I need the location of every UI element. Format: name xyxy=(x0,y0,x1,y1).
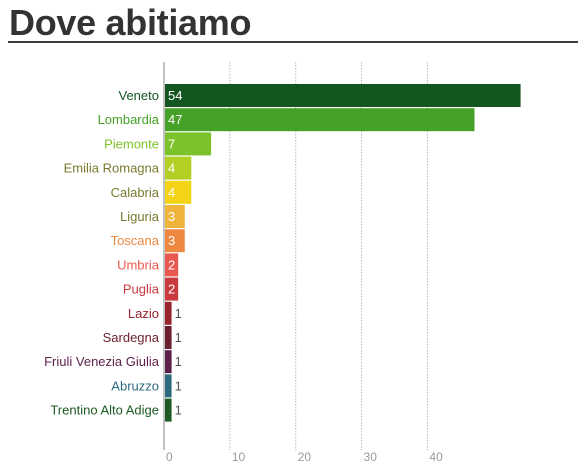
x-tick-label: 40 xyxy=(429,450,443,464)
bar xyxy=(165,374,172,398)
category-label: Liguria xyxy=(120,209,160,224)
value-label: 1 xyxy=(175,330,182,345)
value-label: 47 xyxy=(168,112,182,127)
category-label: Trentino Alto Adige xyxy=(50,403,159,418)
bars xyxy=(165,84,521,422)
bar xyxy=(165,253,179,277)
value-label: 1 xyxy=(175,378,182,393)
category-label: Toscana xyxy=(111,233,160,248)
title-divider xyxy=(8,41,578,43)
x-tick-label: 30 xyxy=(364,450,378,464)
x-tick-labels: 0 10 20 30 40 xyxy=(166,450,443,464)
category-label: Puglia xyxy=(123,282,160,297)
category-label: Lombardia xyxy=(98,112,160,127)
value-label: 2 xyxy=(168,257,175,272)
bar xyxy=(165,84,521,107)
value-label: 3 xyxy=(168,209,175,224)
bar xyxy=(165,229,185,253)
value-label: 1 xyxy=(175,354,182,369)
bar xyxy=(165,277,179,301)
bar xyxy=(165,132,212,156)
x-tick-label: 10 xyxy=(232,450,246,464)
category-labels: Veneto Lombardia Piemonte Emilia Romagna Cal… xyxy=(44,88,160,418)
category-label: Calabria xyxy=(111,185,160,200)
bar xyxy=(165,180,192,204)
value-label: 3 xyxy=(168,233,175,248)
value-label: 1 xyxy=(175,306,182,321)
category-label: Emilia Romagna xyxy=(64,161,160,176)
category-label: Sardegna xyxy=(103,330,160,345)
bar xyxy=(165,350,172,374)
bar xyxy=(165,326,172,349)
bar xyxy=(165,205,185,228)
bar xyxy=(165,301,172,325)
x-tick-label: 0 xyxy=(166,450,173,464)
x-tick-label: 20 xyxy=(298,450,312,464)
page-title: Dove abitiamo xyxy=(9,2,252,43)
category-label: Piemonte xyxy=(104,136,159,151)
value-label: 1 xyxy=(175,403,182,418)
bar xyxy=(165,398,172,422)
grid-lines xyxy=(163,62,428,450)
category-label: Umbria xyxy=(117,257,160,272)
category-label: Friuli Venezia Giulia xyxy=(44,354,160,369)
bar xyxy=(165,156,192,180)
category-label: Veneto xyxy=(119,88,160,103)
value-label: 54 xyxy=(168,88,182,103)
value-label: 4 xyxy=(168,185,175,200)
category-label: Lazio xyxy=(128,306,159,321)
value-label: 4 xyxy=(168,161,175,176)
category-label: Abruzzo xyxy=(111,378,159,393)
value-label: 7 xyxy=(168,136,175,151)
value-label: 2 xyxy=(168,282,175,297)
bar xyxy=(165,108,475,132)
